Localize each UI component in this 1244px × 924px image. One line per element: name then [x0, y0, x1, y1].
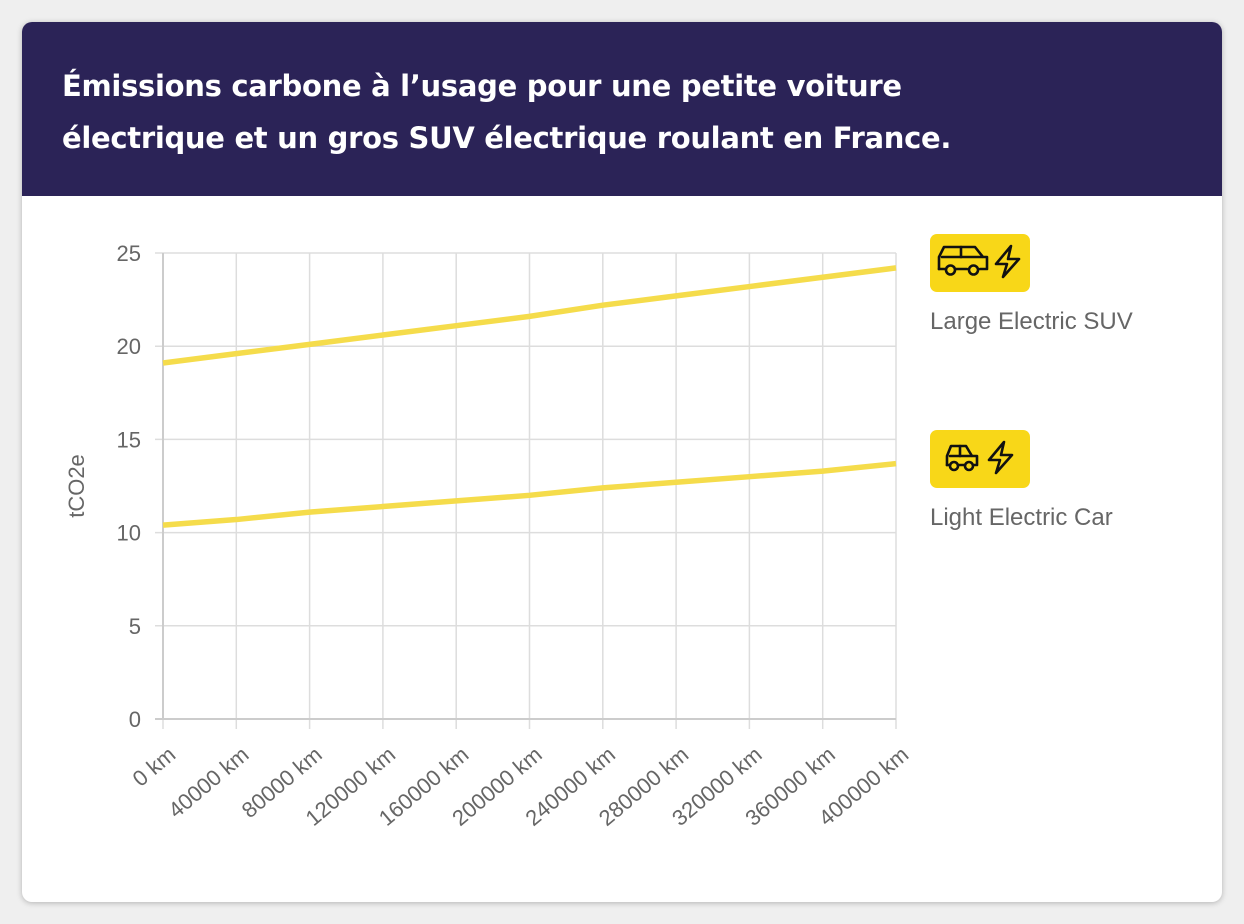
y-tick-label: 0 [129, 707, 141, 732]
chart-header: Émissions carbone à l’usage pour une pet… [22, 22, 1222, 196]
legend-label-suv: Large Electric SUV [930, 308, 1133, 335]
series-line-light-electric-car [162, 460, 897, 528]
y-tick-label: 5 [129, 614, 141, 639]
x-tick-label: 0 km [128, 742, 181, 792]
legend-label-car: Light Electric Car [930, 504, 1113, 531]
car-electric-icon [939, 436, 1021, 483]
y-tick-label: 20 [117, 334, 141, 359]
legend-badge-car [930, 430, 1030, 488]
series-line-large-electric-suv [162, 265, 897, 366]
y-tick-label: 10 [117, 521, 141, 546]
legend-badge-suv [930, 234, 1030, 292]
legend-item-large-electric-suv: Large Electric SUV [930, 234, 1133, 336]
y-tick-label: 15 [117, 427, 141, 452]
chart-title: Émissions carbone à l’usage pour une pet… [62, 69, 952, 155]
chart-card: Émissions carbone à l’usage pour une pet… [22, 22, 1222, 902]
y-tick-label: 25 [117, 241, 141, 266]
suv-electric-icon [934, 240, 1026, 287]
y-axis-title: tCO2e [64, 454, 89, 518]
x-tick-label: 40000 km [163, 742, 253, 823]
legend-item-light-electric-car: Light Electric Car [930, 430, 1113, 532]
